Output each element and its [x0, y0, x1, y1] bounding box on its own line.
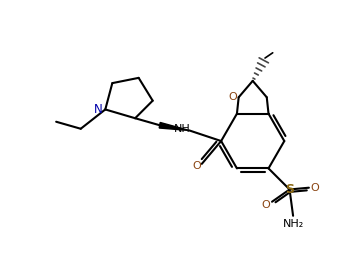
Text: N: N — [94, 103, 102, 116]
Text: O: O — [228, 92, 237, 102]
Text: O: O — [192, 161, 201, 171]
Text: NH: NH — [173, 124, 190, 134]
Text: O: O — [311, 183, 319, 193]
Text: O: O — [261, 200, 270, 210]
Text: S: S — [285, 183, 294, 196]
Polygon shape — [159, 122, 190, 131]
Text: NH₂: NH₂ — [283, 218, 304, 229]
